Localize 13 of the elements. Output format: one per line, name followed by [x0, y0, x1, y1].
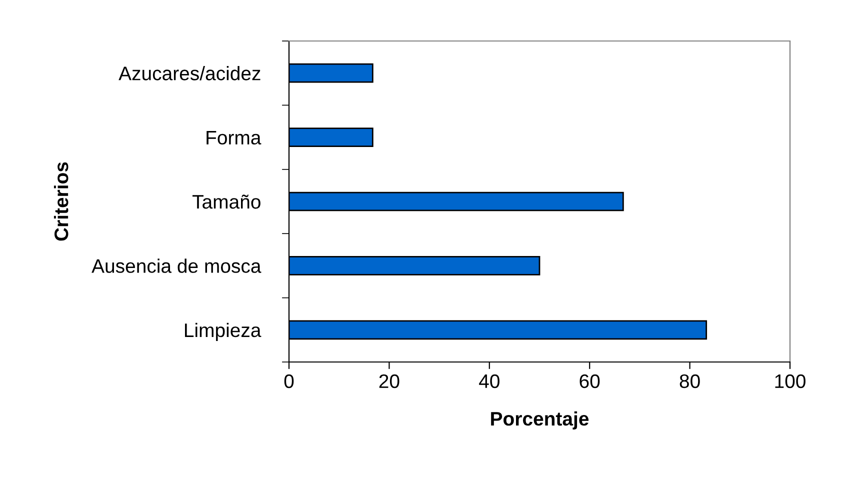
- x-tick-label: 0: [284, 374, 294, 388]
- y-tick-label: Tamaño: [192, 194, 260, 209]
- x-tick-label: 60: [580, 374, 600, 388]
- y-tick-label: Azucares/acidez: [118, 66, 260, 80]
- x-axis-title: Porcentaje: [491, 411, 589, 430]
- y-axis-title: Criterios: [54, 162, 68, 241]
- y-tick-label: Forma: [206, 130, 262, 145]
- y-tick-label: Ausencia de mosca: [92, 258, 262, 273]
- x-tick-label: 20: [379, 374, 400, 388]
- x-tick-label: 80: [680, 374, 700, 388]
- x-tick-label: 100: [775, 374, 806, 388]
- x-tick-label: 40: [479, 374, 500, 388]
- y-tick-label: Limpieza: [185, 322, 262, 341]
